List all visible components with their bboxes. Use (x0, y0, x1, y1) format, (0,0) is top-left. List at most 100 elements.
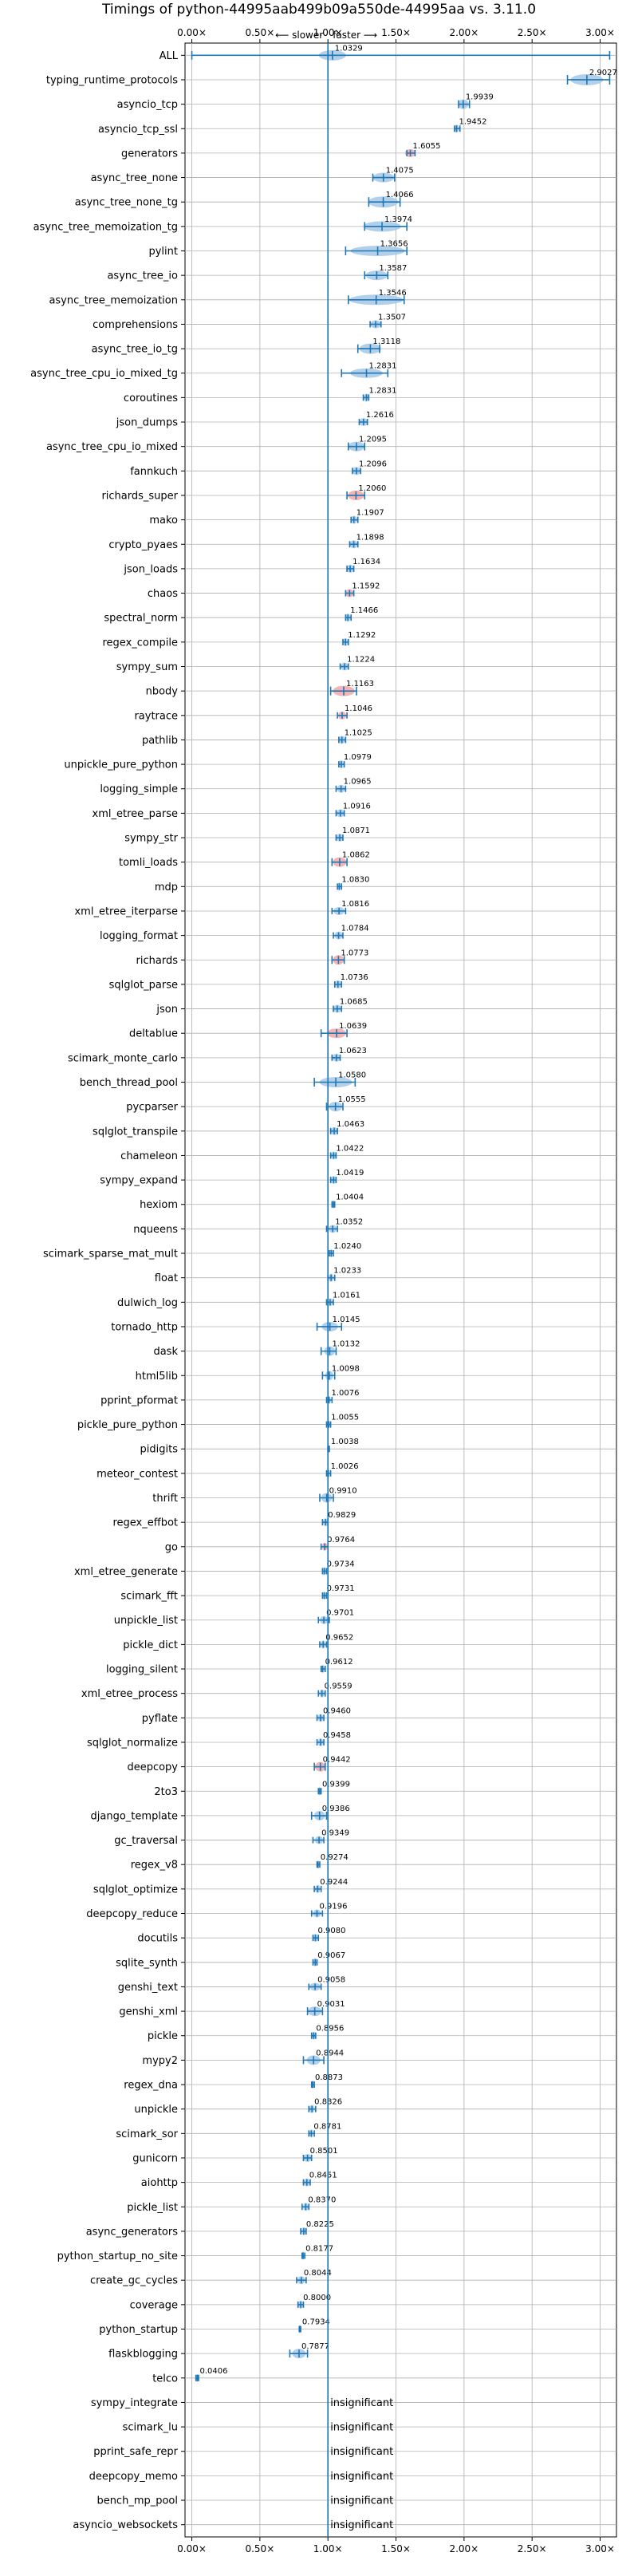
benchmark-label: deepcopy_memo (89, 2471, 178, 2483)
value-label: 1.0055 (331, 1414, 359, 1422)
value-label: 0.8873 (315, 2073, 343, 2082)
value-label: 0.9244 (320, 1878, 348, 1887)
value-label: 1.1292 (348, 631, 376, 640)
benchmark-label: xml_etree_process (81, 1688, 178, 1700)
value-label: 1.0098 (332, 1364, 360, 1373)
value-label: 0.9031 (317, 2000, 345, 2009)
slower-direction-label: ⟵ slower (275, 30, 323, 41)
value-label: 1.1634 (352, 558, 380, 566)
tick-label-bottom: 2.50× (518, 2543, 547, 2554)
benchmark-label: gunicorn (132, 2152, 178, 2164)
benchmark-label: pylint (148, 246, 178, 258)
benchmark-label: sqlglot_optimize (93, 1884, 178, 1896)
benchmark-label: thrift (152, 1493, 178, 1505)
value-label: 1.0784 (341, 925, 369, 933)
value-label: 1.6055 (413, 142, 441, 151)
benchmark-label: telco (152, 2373, 178, 2385)
value-label: 1.0026 (331, 1462, 359, 1471)
value-label: 0.8225 (306, 2220, 334, 2229)
benchmark-label: deepcopy_reduce (86, 1908, 178, 1920)
benchmark-label: async_tree_cpu_io_mixed (46, 441, 178, 453)
benchmark-label: scimark_monte_carlo (68, 1052, 178, 1064)
benchmark-label: pickle (148, 2030, 178, 2042)
benchmark-label: 2to3 (154, 1786, 178, 1798)
tick-label-bottom: 0.50× (245, 2543, 274, 2554)
benchmark-label: flaskblogging (108, 2349, 178, 2361)
benchmark-label: coroutines (124, 393, 178, 404)
benchmark-label: spectral_norm (104, 613, 178, 625)
value-label: 0.9399 (322, 1780, 350, 1789)
benchmark-label: ALL (160, 50, 179, 62)
benchmark-label: hexiom (140, 1199, 178, 1211)
value-label: 1.0816 (341, 900, 369, 909)
benchmark-label: fannkuch (130, 466, 178, 478)
benchmark-label: coverage (130, 2299, 178, 2311)
value-label: 1.0233 (333, 1267, 361, 1276)
value-label: 0.8370 (308, 2195, 336, 2204)
benchmark-label: xml_etree_generate (74, 1566, 178, 1578)
benchmark-label: typing_runtime_protocols (46, 74, 178, 86)
value-label: 1.1592 (352, 582, 380, 591)
value-label: 1.3587 (379, 264, 407, 273)
benchmark-label: pycparser (126, 1102, 178, 1114)
tick-label-top: 0.50× (245, 27, 274, 38)
value-label: 1.1046 (345, 704, 372, 713)
value-label: 1.0623 (339, 1047, 367, 1055)
insignificant-label: insignificant (330, 2446, 393, 2458)
value-label: 1.2831 (369, 386, 397, 395)
value-label: 0.9460 (323, 1706, 351, 1715)
value-label: 0.9458 (323, 1731, 351, 1740)
tick-label-top: 2.50× (518, 27, 547, 38)
x-axis-bottom: 0.00× 0.50× 1.00× 1.50× 2.00× 2.50× 3.00× (177, 2537, 615, 2554)
value-label: 0.9080 (317, 1927, 345, 1935)
benchmark-label: pprint_safe_repr (93, 2446, 178, 2458)
faster-direction-label: faster ⟶ (333, 30, 377, 41)
value-label: 1.3118 (372, 337, 400, 346)
benchmark-label: xml_etree_iterparse (74, 905, 178, 917)
value-label: 0.8044 (304, 2269, 332, 2278)
value-label: 1.3656 (380, 240, 408, 249)
value-label: 0.8944 (316, 2049, 344, 2057)
tick-label-bottom: 2.00× (449, 2543, 478, 2554)
value-label: 1.0555 (338, 1095, 366, 1104)
benchmark-label: create_gc_cycles (90, 2275, 178, 2287)
value-label: 0.9442 (323, 1756, 351, 1765)
value-label: 1.2095 (359, 436, 387, 444)
insignificant-label: insignificant (330, 2471, 393, 2483)
value-label: 1.0773 (341, 949, 368, 957)
value-label: 1.0830 (341, 875, 369, 884)
benchmark-label: logging_silent (106, 1664, 178, 1676)
benchmark-label: sympy_integrate (91, 2397, 178, 2409)
benchmark-label: scimark_sparse_mat_mult (43, 1249, 178, 1260)
tick-label-bottom: 3.00× (585, 2543, 615, 2554)
benchmark-label: regex_dna (124, 2080, 178, 2092)
chart-title: Timings of python-44995aab499b09a550de-4… (101, 2, 536, 18)
value-label: 1.4066 (386, 191, 414, 199)
benchmark-label: richards (136, 955, 179, 967)
benchmark-label: scimark_fft (120, 1591, 178, 1603)
tick-label-top: 0.00× (177, 27, 207, 38)
benchmark-label: unpickle (134, 2104, 178, 2116)
benchmark-label: genshi_xml (119, 2006, 178, 2018)
benchmark-label: sqlite_synth (116, 1957, 178, 1969)
benchmark-label: tomli_loads (119, 857, 178, 869)
benchmark-label: regex_v8 (131, 1860, 178, 1872)
benchmark-label: docutils (137, 1933, 178, 1945)
benchmark-label: unpickle_pure_python (64, 759, 178, 771)
benchmark-label: python_startup_no_site (57, 2251, 178, 2262)
value-label: 1.0916 (343, 802, 371, 811)
benchmark-label: async_tree_io (107, 270, 178, 282)
value-label: 1.3546 (379, 289, 407, 298)
tick-label-bottom: 1.50× (381, 2543, 411, 2554)
tick-label-top: 3.00× (585, 27, 615, 38)
value-label: 1.1466 (350, 606, 378, 615)
benchmark-label: async_generators (86, 2226, 179, 2238)
benchmark-label: asyncio_tcp (117, 99, 178, 111)
y-axis-labels: ALL typing_runtime_protocols asyncio_tcpas… (30, 50, 185, 2531)
benchmark-label: float (155, 1272, 178, 1284)
value-label: 1.0736 (341, 973, 368, 982)
value-label: 1.0871 (342, 826, 370, 835)
value-label: 1.0685 (340, 998, 368, 1007)
value-label: 1.0161 (333, 1291, 360, 1300)
benchmark-label: pathlib (142, 735, 178, 747)
